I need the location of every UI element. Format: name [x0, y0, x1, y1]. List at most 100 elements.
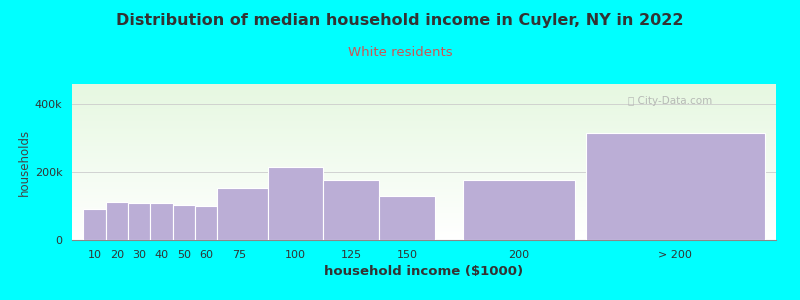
- Bar: [72, 176, 776, 178]
- Bar: [72, 149, 776, 151]
- Bar: [72, 143, 776, 145]
- Bar: [72, 210, 776, 212]
- Bar: [72, 104, 776, 106]
- Bar: [72, 128, 776, 129]
- Bar: [72, 167, 776, 168]
- Bar: [72, 231, 776, 232]
- Bar: [463, 180, 575, 240]
- X-axis label: household income ($1000): household income ($1000): [325, 265, 523, 278]
- Bar: [218, 188, 267, 240]
- Bar: [72, 110, 776, 112]
- Bar: [72, 165, 776, 167]
- Bar: [72, 196, 776, 198]
- Bar: [72, 212, 776, 214]
- Bar: [72, 157, 776, 159]
- Bar: [72, 139, 776, 140]
- Bar: [72, 107, 776, 109]
- Bar: [72, 175, 776, 176]
- Bar: [267, 167, 323, 240]
- Bar: [72, 168, 776, 170]
- Bar: [72, 238, 776, 240]
- Bar: [72, 214, 776, 215]
- Bar: [195, 206, 218, 240]
- Bar: [72, 160, 776, 162]
- Bar: [72, 235, 776, 237]
- Bar: [72, 164, 776, 165]
- Bar: [72, 220, 776, 221]
- Bar: [72, 84, 776, 86]
- Bar: [72, 115, 776, 117]
- Bar: [72, 148, 776, 149]
- Bar: [72, 118, 776, 120]
- Bar: [72, 209, 776, 210]
- Y-axis label: households: households: [18, 128, 30, 196]
- Bar: [72, 126, 776, 128]
- Text: ⓘ City-Data.com: ⓘ City-Data.com: [628, 97, 713, 106]
- Bar: [72, 202, 776, 204]
- Bar: [72, 120, 776, 122]
- Bar: [72, 140, 776, 142]
- Bar: [72, 85, 776, 87]
- Bar: [72, 122, 776, 123]
- Bar: [72, 151, 776, 153]
- Bar: [72, 93, 776, 95]
- Bar: [72, 92, 776, 93]
- Bar: [72, 232, 776, 234]
- Bar: [379, 196, 435, 240]
- Bar: [72, 142, 776, 143]
- Bar: [72, 136, 776, 137]
- Bar: [72, 234, 776, 235]
- Bar: [72, 132, 776, 134]
- Bar: [72, 159, 776, 160]
- Bar: [72, 87, 776, 89]
- Bar: [72, 117, 776, 118]
- Bar: [72, 190, 776, 192]
- Bar: [72, 184, 776, 185]
- Bar: [72, 170, 776, 171]
- Bar: [72, 109, 776, 110]
- Bar: [72, 206, 776, 207]
- Bar: [72, 215, 776, 217]
- Bar: [72, 129, 776, 131]
- Bar: [150, 203, 173, 240]
- Bar: [72, 112, 776, 114]
- Bar: [72, 101, 776, 103]
- Bar: [72, 124, 776, 126]
- Bar: [72, 200, 776, 201]
- Bar: [72, 198, 776, 200]
- Bar: [173, 205, 195, 240]
- Bar: [72, 181, 776, 182]
- Bar: [72, 103, 776, 104]
- Bar: [72, 237, 776, 238]
- Bar: [72, 182, 776, 184]
- Bar: [72, 146, 776, 148]
- Bar: [72, 95, 776, 97]
- Bar: [72, 114, 776, 115]
- Bar: [72, 137, 776, 139]
- Bar: [72, 173, 776, 175]
- Bar: [72, 226, 776, 227]
- Bar: [72, 106, 776, 107]
- Bar: [72, 217, 776, 218]
- Bar: [106, 202, 128, 240]
- Bar: [72, 187, 776, 188]
- Bar: [72, 100, 776, 101]
- Bar: [72, 221, 776, 223]
- Bar: [72, 156, 776, 157]
- Bar: [83, 209, 106, 240]
- Bar: [72, 218, 776, 220]
- Bar: [72, 154, 776, 156]
- Bar: [72, 195, 776, 196]
- Bar: [72, 179, 776, 181]
- Bar: [128, 203, 150, 240]
- Text: White residents: White residents: [348, 46, 452, 59]
- Bar: [586, 133, 765, 240]
- Bar: [72, 192, 776, 193]
- Bar: [72, 178, 776, 179]
- Bar: [72, 97, 776, 98]
- Bar: [72, 98, 776, 100]
- Bar: [72, 204, 776, 206]
- Bar: [72, 201, 776, 202]
- Bar: [72, 134, 776, 136]
- Bar: [72, 188, 776, 190]
